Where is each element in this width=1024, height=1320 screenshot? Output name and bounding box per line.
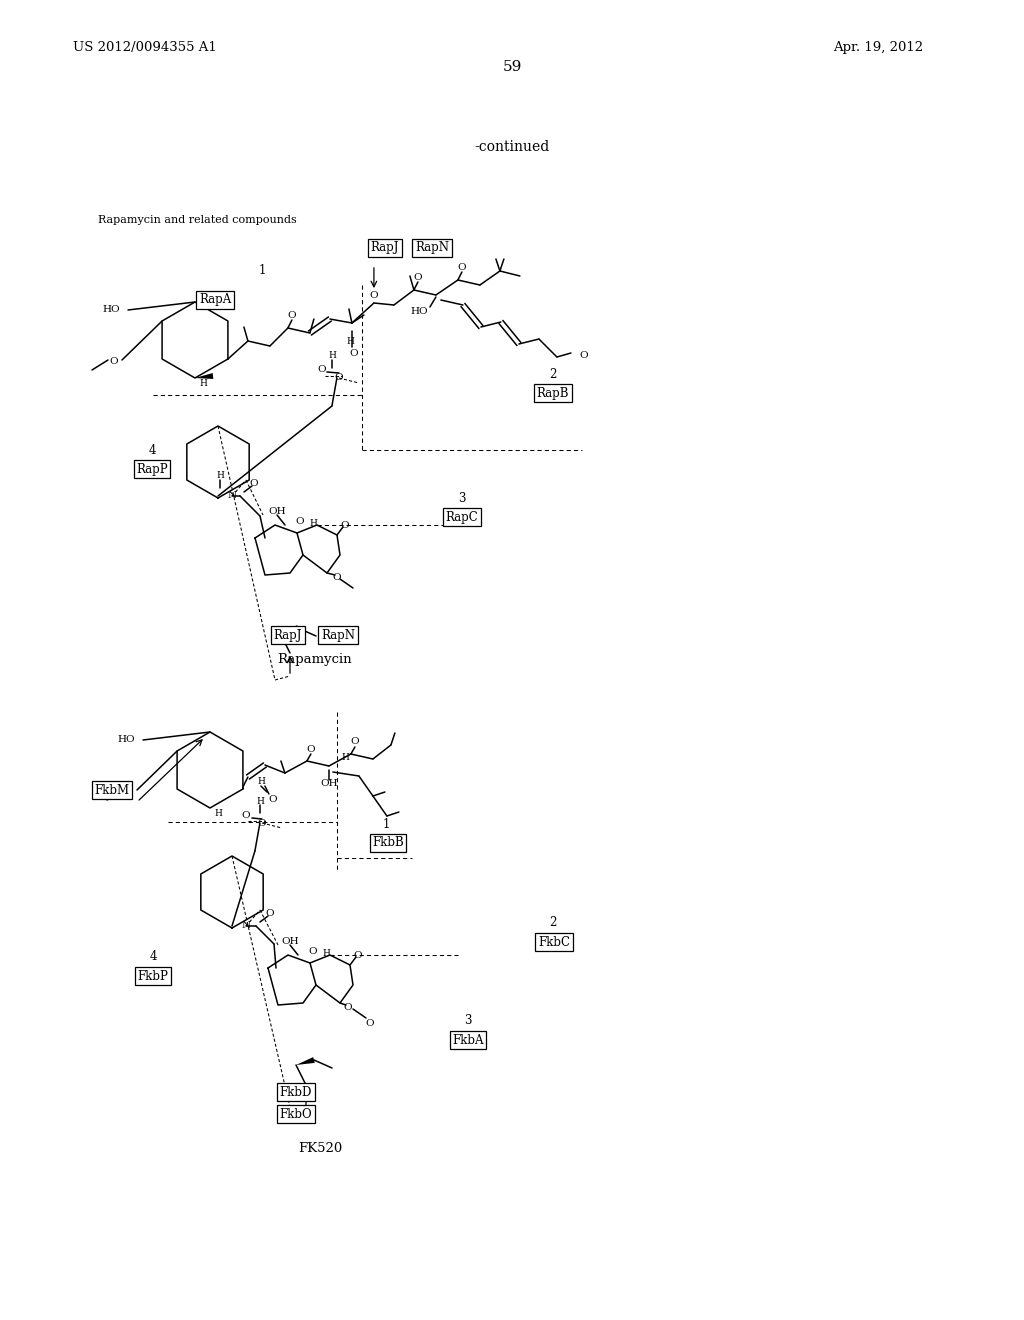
Text: HO: HO	[118, 735, 135, 744]
Text: H: H	[216, 471, 224, 480]
Text: O: O	[349, 348, 358, 358]
Text: FkbM: FkbM	[94, 784, 130, 796]
Text: 4: 4	[150, 950, 157, 964]
Text: FkbO: FkbO	[280, 1107, 312, 1121]
Text: O: O	[306, 744, 315, 754]
Text: OH: OH	[268, 507, 286, 516]
Text: HO: HO	[411, 306, 428, 315]
Text: H: H	[214, 808, 222, 817]
Text: O: O	[124, 788, 133, 796]
Text: 1: 1	[382, 817, 390, 830]
Text: RapJ: RapJ	[273, 628, 302, 642]
Text: H: H	[256, 796, 264, 805]
Text: RapP: RapP	[136, 462, 168, 475]
Text: O: O	[317, 366, 327, 375]
Text: N: N	[227, 491, 237, 500]
Polygon shape	[296, 1057, 314, 1065]
Text: FkbC: FkbC	[538, 936, 570, 949]
Text: RapA: RapA	[199, 293, 231, 306]
Text: O: O	[268, 796, 278, 804]
Text: O: O	[308, 946, 317, 956]
Text: FkbA: FkbA	[453, 1034, 483, 1047]
Text: O: O	[333, 573, 341, 582]
Text: O: O	[353, 950, 362, 960]
Text: N: N	[242, 921, 251, 931]
Text: O: O	[414, 273, 422, 282]
Text: O: O	[366, 1019, 375, 1027]
Text: Rapamycin and related compounds: Rapamycin and related compounds	[97, 215, 296, 224]
Text: 59: 59	[503, 59, 521, 74]
Text: OH: OH	[282, 936, 299, 945]
Text: OH: OH	[321, 780, 338, 788]
Text: O: O	[296, 516, 304, 525]
Text: 3: 3	[459, 492, 466, 506]
Text: O: O	[579, 351, 588, 359]
Text: O: O	[335, 374, 343, 383]
Text: -continued: -continued	[474, 140, 550, 154]
Text: H: H	[341, 754, 349, 763]
Text: 2: 2	[549, 367, 557, 380]
Text: 4: 4	[148, 444, 156, 457]
Text: FkbB: FkbB	[372, 837, 403, 850]
Text: O: O	[258, 818, 266, 828]
Text: H: H	[257, 777, 265, 787]
Text: O: O	[370, 290, 378, 300]
Text: RapJ: RapJ	[371, 242, 399, 255]
Text: H: H	[309, 519, 317, 528]
Text: RapN: RapN	[321, 628, 355, 642]
Text: FkbP: FkbP	[137, 969, 168, 982]
Text: 2: 2	[549, 916, 557, 929]
Text: RapN: RapN	[415, 242, 449, 255]
Text: H: H	[199, 379, 207, 388]
Text: HO: HO	[102, 305, 120, 314]
Text: H: H	[346, 337, 354, 346]
Text: 3: 3	[464, 1015, 472, 1027]
Text: O: O	[110, 358, 118, 367]
Text: O: O	[344, 1003, 352, 1012]
Text: O: O	[350, 738, 359, 747]
Text: US 2012/0094355 A1: US 2012/0094355 A1	[73, 41, 217, 54]
Text: FkbD: FkbD	[280, 1085, 312, 1098]
Text: Rapamycin: Rapamycin	[278, 653, 352, 667]
Text: RapB: RapB	[537, 387, 569, 400]
Text: RapC: RapC	[445, 511, 478, 524]
Text: H: H	[323, 949, 330, 957]
Text: FK520: FK520	[298, 1142, 342, 1155]
Text: 1: 1	[258, 264, 265, 277]
Text: O: O	[341, 520, 349, 529]
Text: O: O	[250, 479, 258, 488]
Text: H: H	[328, 351, 336, 360]
Polygon shape	[280, 626, 299, 634]
Text: Apr. 19, 2012: Apr. 19, 2012	[833, 41, 923, 54]
Polygon shape	[195, 374, 213, 379]
Text: O: O	[265, 909, 274, 919]
Text: O: O	[458, 264, 466, 272]
Text: O: O	[288, 312, 296, 321]
Text: O: O	[242, 810, 250, 820]
